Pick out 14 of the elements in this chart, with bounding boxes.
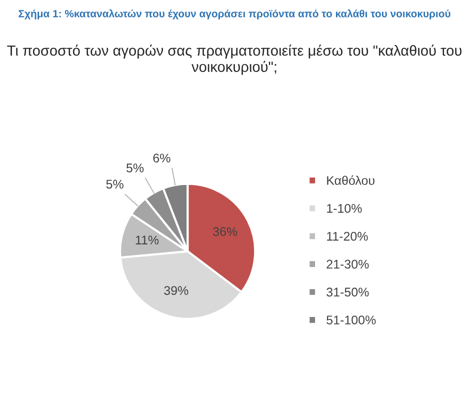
- data-label: 36%: [213, 227, 238, 236]
- legend-label: 31-50%: [326, 288, 369, 297]
- chart-title: Σχήμα 1: %καταναλωτών που έχουν αγοράσει προϊόντα από το καλάθι του νοικοκυριού: [18, 9, 450, 20]
- data-label: 39%: [164, 286, 188, 295]
- data-label: 11%: [136, 236, 159, 244]
- data-label: 5%: [106, 180, 124, 189]
- data-label: 6%: [153, 154, 170, 162]
- legend-label: 21-30%: [326, 260, 369, 269]
- chart-subtitle: Τι ποσοστό των αγορών σας πραγματοποιείτε μέσω του "καλαθιού του νοικοκυριού";: [7, 44, 462, 75]
- legend-label: Καθόλου: [327, 175, 374, 185]
- legend-label: 51-100%: [326, 316, 376, 324]
- legend-label: 1-10%: [327, 204, 362, 213]
- legend-label: 11-20%: [327, 232, 368, 241]
- data-label: 5%: [126, 164, 144, 172]
